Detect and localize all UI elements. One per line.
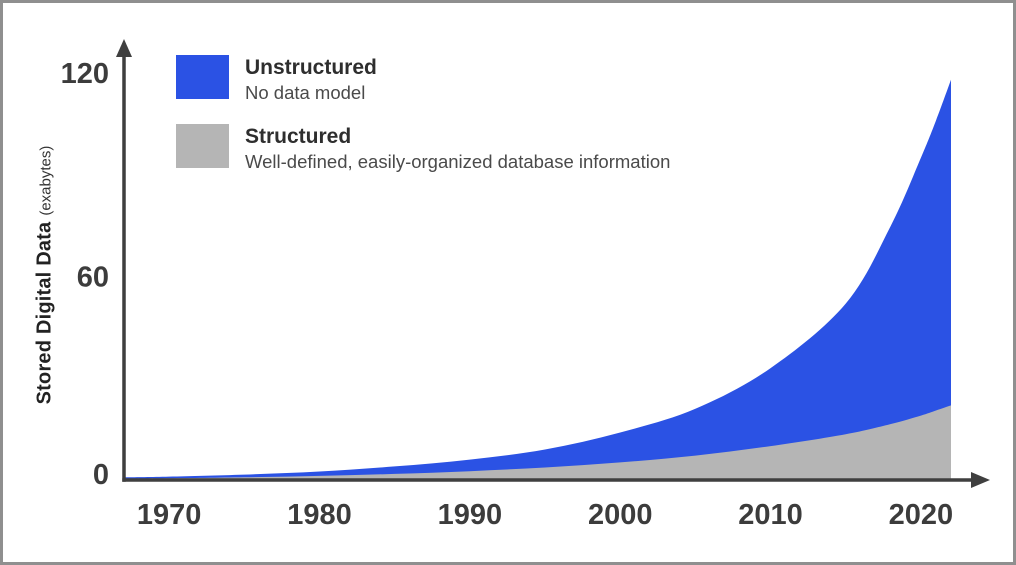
x-tick-label-2020: 2020 <box>889 499 954 531</box>
area-structured <box>124 405 951 480</box>
x-tick-label-1970: 1970 <box>137 499 202 531</box>
y-tick-label-60: 60 <box>77 262 109 294</box>
chart-legend: Unstructured No data model Structured We… <box>176 55 670 194</box>
stacked-area-chart: 1970 1980 1990 2000 2010 2020 0 60 120 <box>61 39 990 531</box>
x-tick-label-2000: 2000 <box>588 499 653 531</box>
legend-title-structured: Structured <box>245 125 352 149</box>
legend-swatch-unstructured <box>176 55 229 99</box>
y-axis-arrowhead <box>116 39 132 57</box>
legend-title-unstructured: Unstructured <box>245 56 377 79</box>
x-tick-label-1990: 1990 <box>438 499 503 531</box>
x-axis-arrowhead <box>971 472 990 488</box>
legend-subtitle-unstructured: No data model <box>245 82 366 104</box>
y-axis-title-main: Stored Digital Data <box>33 221 56 405</box>
legend-text-structured: Structured Well-defined, easily-organize… <box>245 124 670 173</box>
legend-entry-unstructured: Unstructured No data model <box>176 55 670 104</box>
legend-swatch-structured <box>176 124 229 169</box>
legend-subtitle-structured: Well-defined, easily-organized database … <box>245 151 671 173</box>
legend-entry-structured: Structured Well-defined, easily-organize… <box>176 124 670 173</box>
legend-text-unstructured: Unstructured No data model <box>245 55 377 104</box>
x-tick-label-2010: 2010 <box>738 499 803 531</box>
y-axis-title-unit: (exabytes) <box>37 145 55 216</box>
y-tick-label-120: 120 <box>61 58 109 90</box>
y-tick-label-0: 0 <box>93 459 109 491</box>
y-axis-title: Stored Digital Data (exabytes) <box>34 146 57 405</box>
x-tick-label-1980: 1980 <box>287 499 352 531</box>
